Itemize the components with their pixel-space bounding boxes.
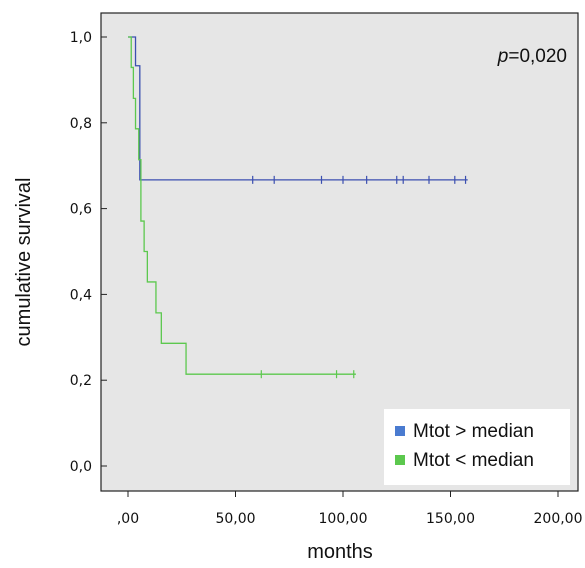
legend-label-mtot-below-median: Mtot < median [413,450,534,471]
x-tick-label: 100,00 [319,511,368,527]
x-axis-title: months [307,541,373,563]
legend: Mtot > median Mtot < median [384,409,570,485]
legend-box [384,409,570,485]
y-axis: 0,0 0,2 0,4 0,6 0,8 1,0 [70,30,107,475]
series-line-mtot-below-median [128,36,356,375]
x-tick-label: ,00 [117,511,139,527]
x-tick-label: 200,00 [534,511,583,527]
x-tick-label: 50,00 [215,511,255,527]
legend-swatch-mtot-above-median [395,426,405,436]
x-axis: ,00 50,00 100,00 150,00 200,00 [117,491,583,527]
y-tick-label: 0,8 [70,116,92,132]
y-tick-label: 0,2 [70,373,92,389]
series-line-mtot-above-median [128,36,468,181]
p-value-text: =0,020 [508,46,567,67]
y-tick-label: 0,0 [70,459,92,475]
y-tick-label: 0,4 [70,287,92,303]
legend-swatch-mtot-below-median [395,455,405,465]
y-tick-label: 0,6 [70,202,92,218]
x-tick-label: 150,00 [426,511,475,527]
legend-label-mtot-above-median: Mtot > median [413,421,534,442]
survival-curves [128,36,468,379]
y-tick-label: 1,0 [70,30,92,46]
y-axis-title: cumulative survival [13,178,35,347]
p-value-symbol: p [497,46,509,67]
p-value-annotation: p=0,020 [497,46,567,67]
